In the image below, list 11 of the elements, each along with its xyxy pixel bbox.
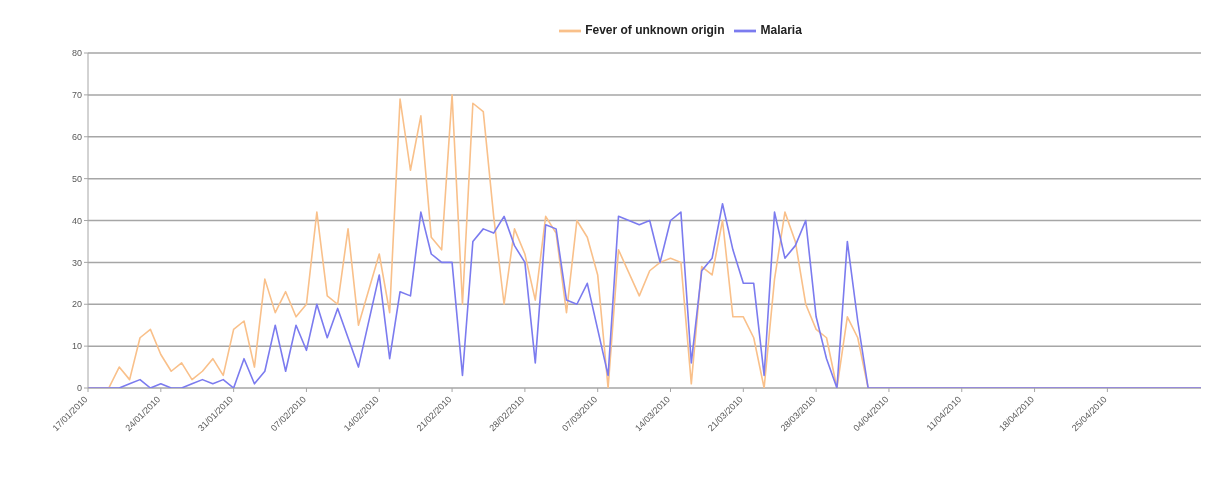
y-tick-label: 0	[76, 383, 82, 394]
legend-label: Malaria	[760, 23, 802, 38]
y-tick-label: 60	[71, 131, 82, 142]
legend-label: Fever of unknown origin	[585, 23, 725, 38]
y-tick-label: 70	[71, 90, 82, 101]
y-tick-label: 40	[71, 215, 82, 226]
y-tick-label: 80	[71, 48, 82, 59]
y-tick-label: 20	[71, 299, 82, 310]
y-tick-label: 10	[71, 341, 82, 352]
y-tick-label: 50	[71, 173, 82, 184]
y-tick-label: 30	[71, 257, 82, 268]
